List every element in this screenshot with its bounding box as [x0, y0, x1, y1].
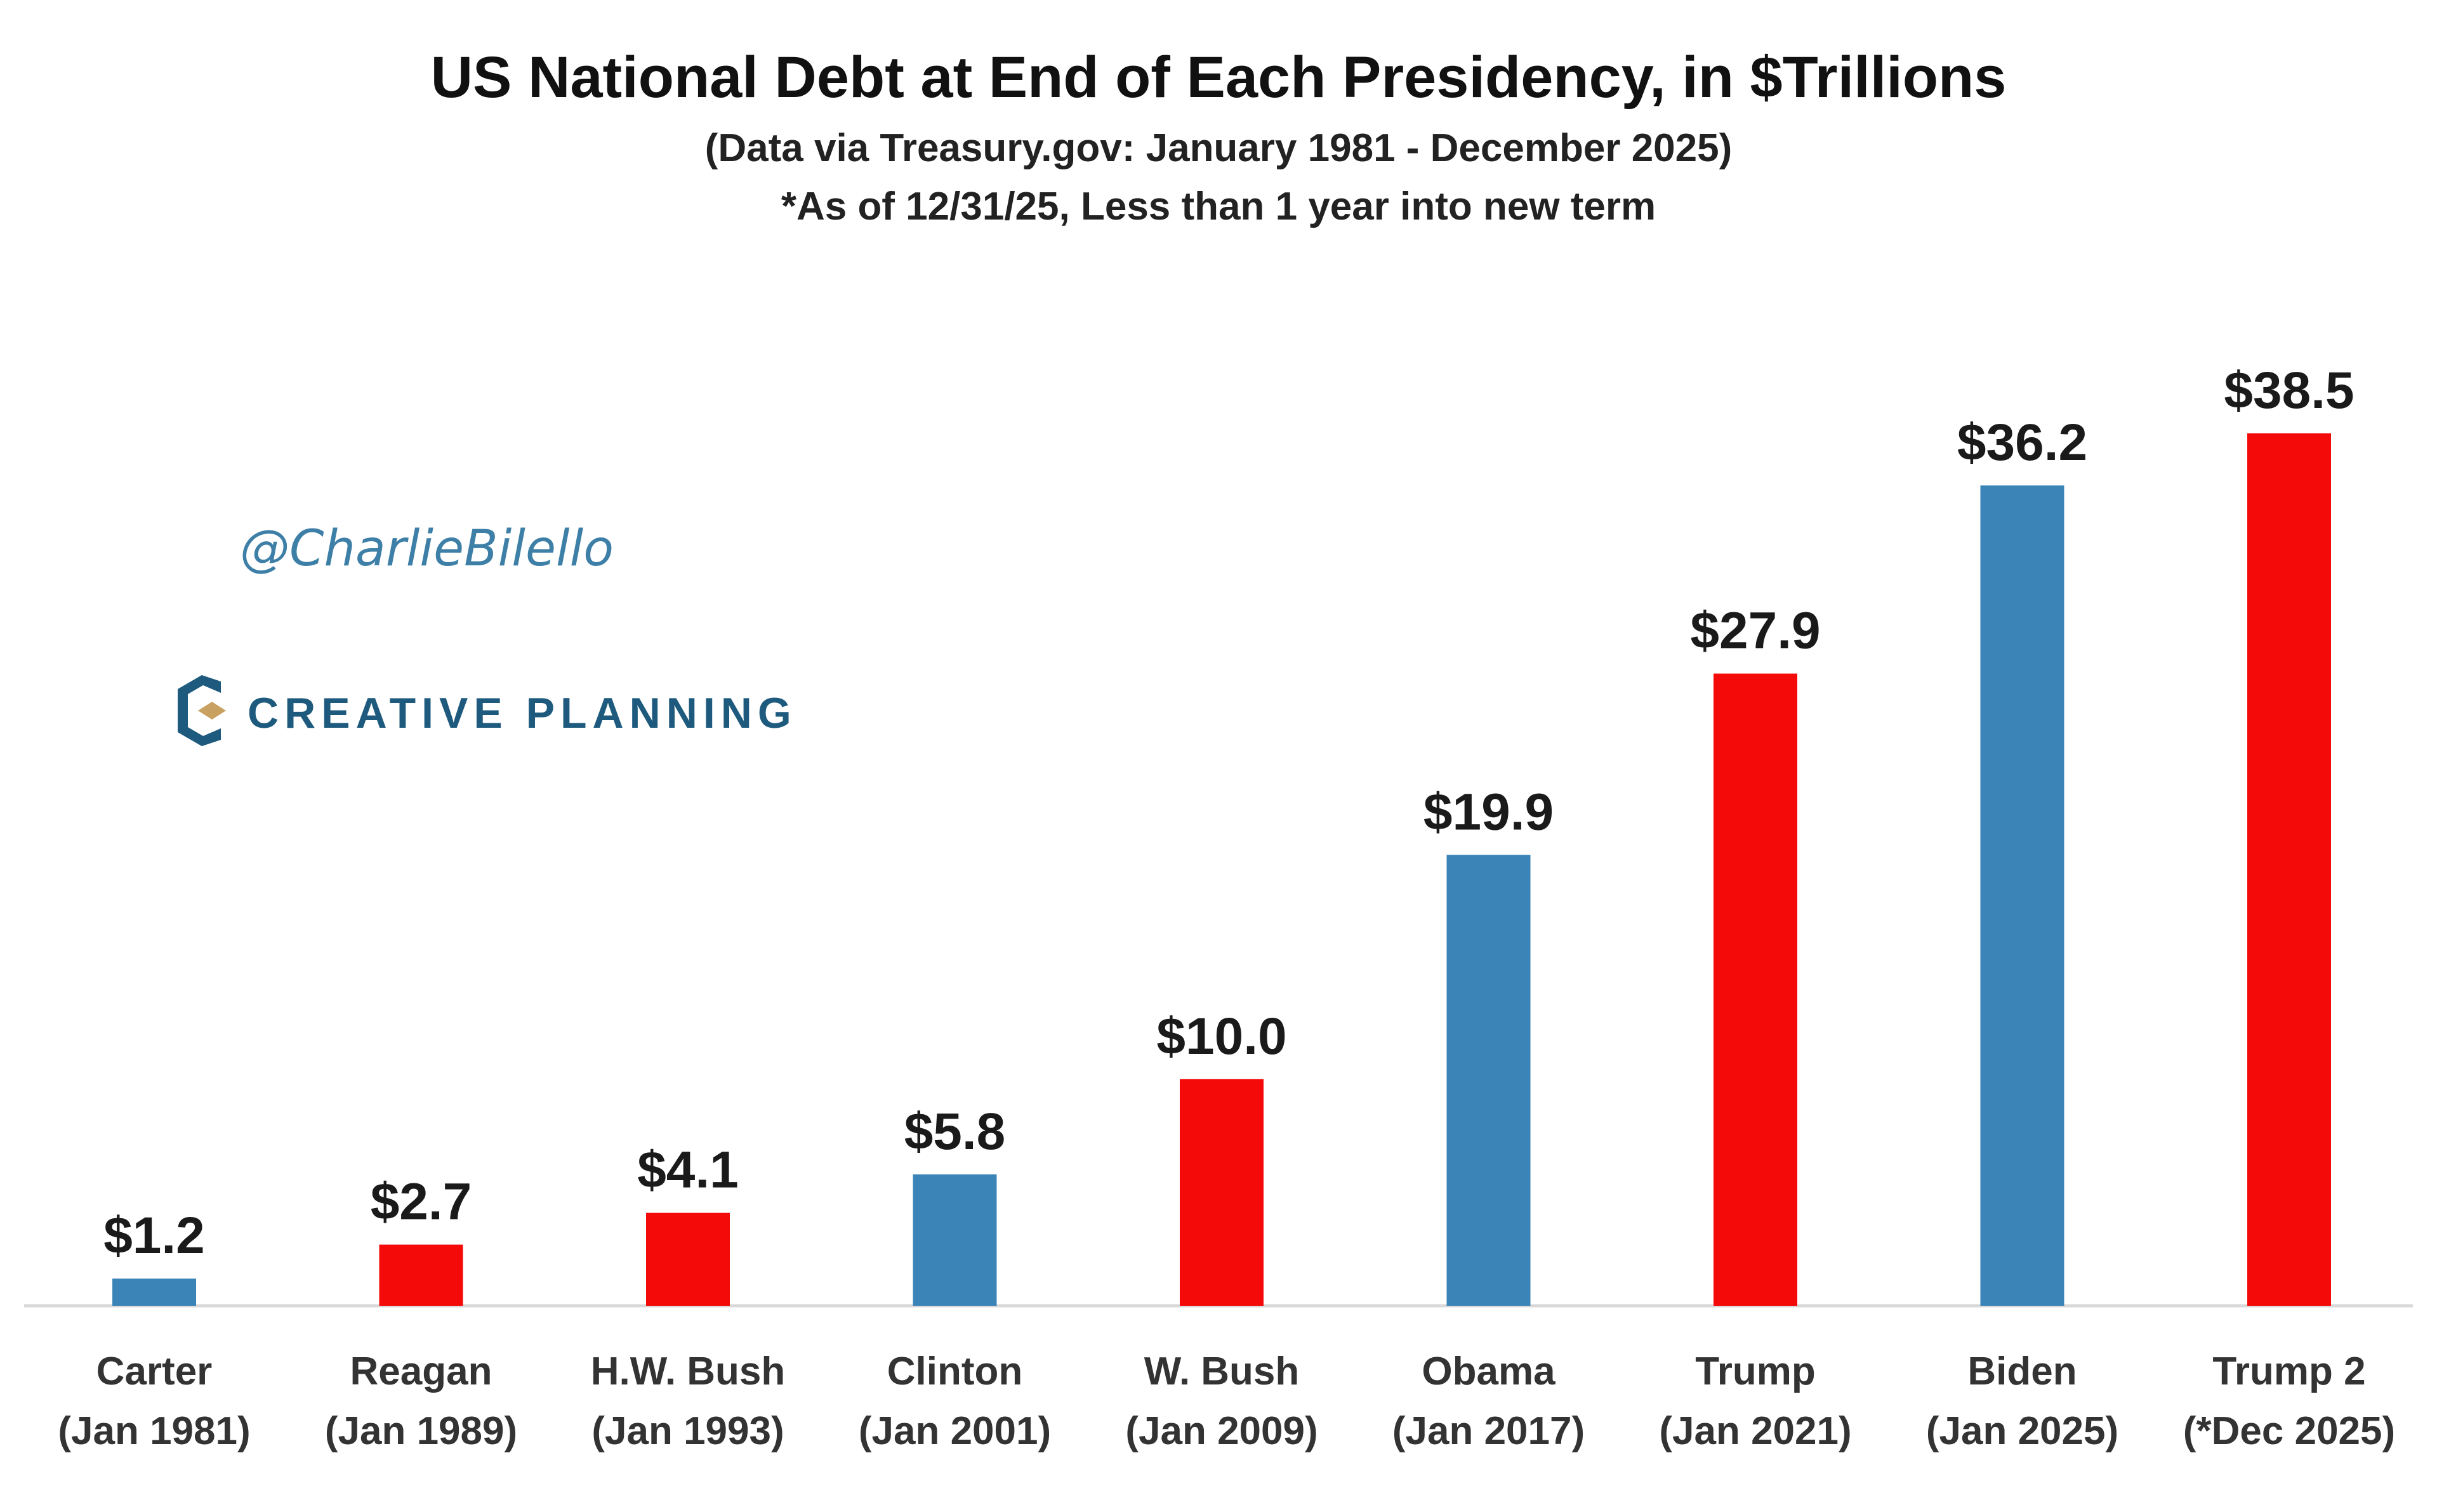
category-date-label-0: (Jan 1981): [58, 1409, 250, 1453]
category-label-2: H.W. Bush: [591, 1350, 786, 1393]
category-date-label-4: (Jan 2009): [1125, 1409, 1318, 1453]
bar-5: [1446, 855, 1531, 1306]
category-date-label-3: (Jan 2001): [859, 1409, 1051, 1453]
bar-1: [379, 1244, 463, 1306]
bar-0: [112, 1279, 196, 1306]
category-date-label-1: (Jan 1989): [325, 1409, 517, 1453]
value-label-0: $1.2: [103, 1207, 205, 1265]
category-label-4: W. Bush: [1144, 1350, 1300, 1393]
brand-name: CREATIVE PLANNING: [248, 689, 797, 737]
value-label-6: $27.9: [1690, 602, 1820, 660]
value-label-2: $4.1: [637, 1141, 739, 1199]
creative-planning-logo-icon: [178, 675, 226, 746]
bar-4: [1180, 1079, 1264, 1306]
value-label-5: $19.9: [1423, 783, 1554, 841]
bar-8: [2247, 433, 2331, 1306]
chart-note: *As of 12/31/25, Less than 1 year into n…: [781, 185, 1656, 228]
bar-7: [1980, 485, 2064, 1306]
category-date-label-2: (Jan 1993): [591, 1409, 784, 1453]
value-label-7: $36.2: [1957, 414, 2087, 471]
category-date-label-6: (Jan 2021): [1659, 1409, 1851, 1453]
chart-title: US National Debt at End of Each Presiden…: [430, 45, 2007, 110]
value-label-1: $2.7: [371, 1173, 472, 1231]
category-label-6: Trump: [1695, 1350, 1815, 1393]
value-label-3: $5.8: [904, 1103, 1006, 1160]
category-label-1: Reagan: [350, 1350, 492, 1393]
category-date-label-7: (Jan 2025): [1926, 1409, 2118, 1453]
category-label-5: Obama: [1422, 1350, 1555, 1393]
category-label-7: Biden: [1967, 1350, 2077, 1393]
category-date-label-8: (*Dec 2025): [2183, 1409, 2395, 1453]
category-label-0: Carter: [96, 1350, 213, 1393]
value-label-8: $38.5: [2224, 362, 2354, 419]
bar-6: [1714, 673, 1797, 1306]
category-date-label-5: (Jan 2017): [1392, 1409, 1585, 1453]
category-label-8: Trump 2: [2212, 1350, 2365, 1393]
bar-3: [913, 1174, 997, 1306]
chart-subtitle: (Data via Treasury.gov: January 1981 - D…: [704, 126, 1733, 170]
value-label-4: $10.0: [1156, 1008, 1286, 1065]
author-handle: @CharlieBilello: [240, 520, 614, 577]
bar-2: [646, 1213, 730, 1306]
category-label-3: Clinton: [887, 1350, 1023, 1393]
